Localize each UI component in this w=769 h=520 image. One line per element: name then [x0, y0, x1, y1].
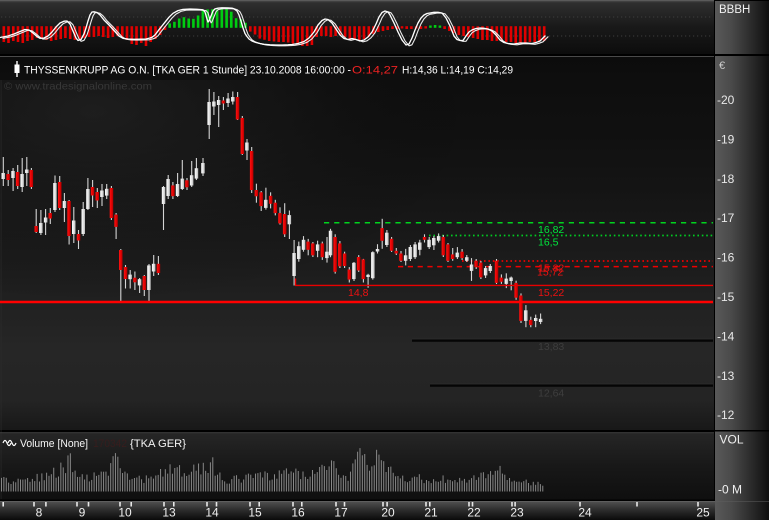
- svg-text:10: 10: [118, 506, 132, 520]
- svg-text:VOL: VOL: [720, 433, 744, 447]
- svg-text:-20: -20: [717, 93, 735, 107]
- svg-text:BBBH: BBBH: [719, 4, 750, 16]
- svg-text:{TKA GER}: {TKA GER}: [130, 438, 186, 450]
- svg-text:14,8: 14,8: [348, 287, 369, 299]
- svg-text:22: 22: [467, 506, 481, 520]
- svg-text:15,22: 15,22: [538, 287, 564, 299]
- svg-text:-18: -18: [717, 172, 735, 186]
- svg-text:© www.tradesignalonline.com: © www.tradesignalonline.com: [4, 81, 152, 93]
- svg-text:15,72: 15,72: [537, 267, 563, 279]
- svg-text:14: 14: [205, 506, 219, 520]
- svg-text:24: 24: [578, 506, 592, 520]
- svg-text:Volume [None]: Volume [None]: [20, 438, 88, 450]
- svg-text:-14: -14: [717, 329, 735, 343]
- svg-text:8: 8: [36, 506, 43, 520]
- svg-text:170342: 170342: [93, 438, 127, 450]
- svg-text:15,82: 15,82: [538, 263, 564, 275]
- svg-text:25: 25: [696, 506, 710, 520]
- svg-text:15: 15: [248, 506, 262, 520]
- svg-text:13,83: 13,83: [538, 341, 564, 353]
- svg-text:16,82: 16,82: [538, 224, 564, 236]
- svg-text:9: 9: [79, 506, 86, 520]
- svg-text:-16: -16: [717, 251, 735, 265]
- svg-text:20: 20: [381, 506, 395, 520]
- svg-text:12,64: 12,64: [538, 388, 564, 400]
- svg-text:16,5: 16,5: [538, 237, 559, 249]
- svg-text:-0 M: -0 M: [718, 483, 742, 497]
- svg-text:-17: -17: [717, 211, 735, 225]
- svg-text:-19: -19: [717, 132, 735, 146]
- svg-text:23: 23: [510, 506, 524, 520]
- svg-text:-15: -15: [717, 290, 735, 304]
- svg-text:THYSSENKRUPP AG O.N. [TKA GER: THYSSENKRUPP AG O.N. [TKA GER 1 Stunde] …: [24, 65, 513, 77]
- svg-text:-13: -13: [717, 369, 735, 383]
- svg-text:17: 17: [334, 506, 348, 520]
- svg-text:€: €: [719, 60, 725, 72]
- svg-text:16: 16: [291, 506, 305, 520]
- svg-text:21: 21: [424, 506, 438, 520]
- svg-text:-12: -12: [717, 408, 735, 422]
- svg-text:13: 13: [162, 506, 176, 520]
